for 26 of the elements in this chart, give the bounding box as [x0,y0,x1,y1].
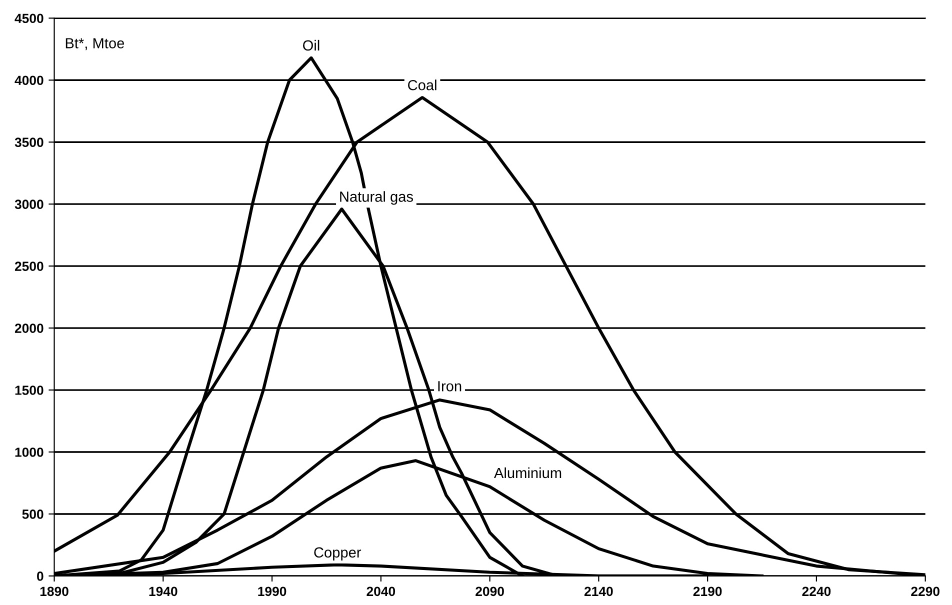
y-tick-label: 2000 [14,324,44,333]
y-tick-label: 4000 [14,76,44,86]
series-label: Oil [303,40,320,51]
y-axis-title: Bt*, Mtoe [66,38,124,50]
y-tick-label: 3000 [14,200,44,210]
x-tick-label: 1990 [258,586,286,596]
x-tick-label: 2190 [693,586,722,596]
x-tick-label: 2240 [802,586,831,596]
x-tick-label: 2290 [911,586,940,596]
x-tick-label: 1890 [40,586,68,596]
series-label: Copper [314,547,362,560]
y-tick-label: 0 [37,572,44,581]
y-tick-label: 3500 [14,138,44,148]
y-tick-label: 1000 [15,448,44,457]
x-tick-label: 2140 [584,586,613,596]
x-tick-label: 2090 [476,586,504,596]
series-label: Iron [438,381,462,392]
series-label: Natural gas [340,191,413,205]
x-tick-label: 1940 [149,586,178,596]
y-tick-label: 4500 [14,14,44,24]
y-tick-label: 500 [22,510,44,519]
x-tick-label: 2040 [366,586,396,596]
series-label: Coal [408,80,436,90]
y-tick-label: 2500 [14,262,44,271]
y-tick-label: 1500 [15,386,44,395]
series-label: Aluminium [494,467,562,478]
